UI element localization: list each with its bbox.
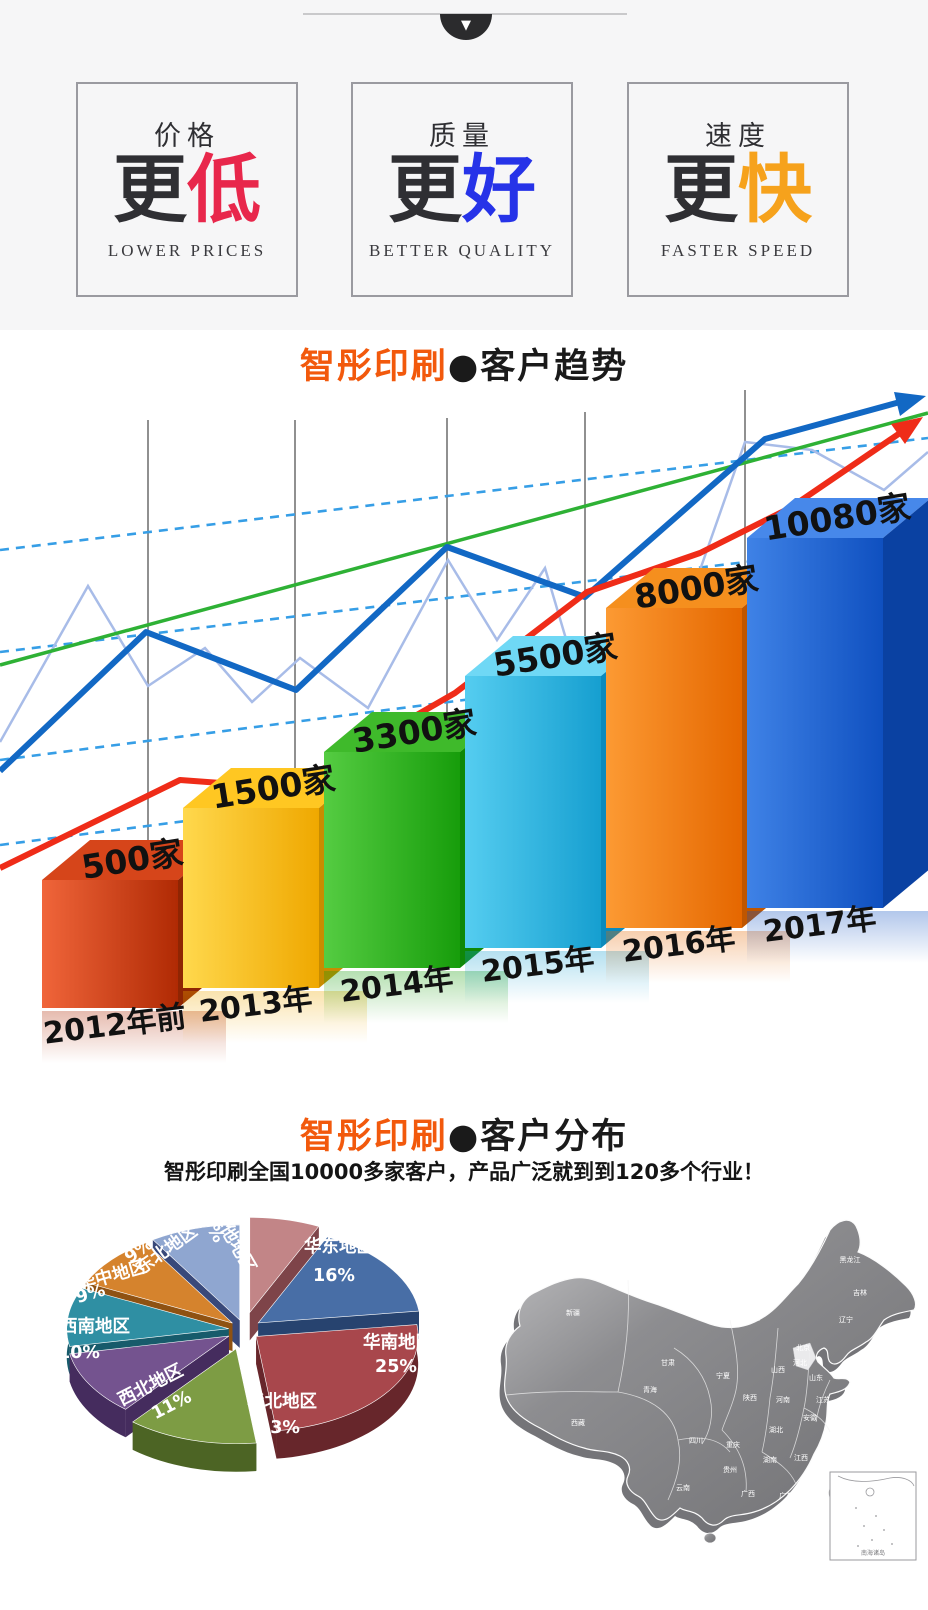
svg-text:重庆: 重庆	[726, 1440, 740, 1449]
headline-accent: 低	[187, 150, 261, 232]
feature-english: LOWER PRICES	[107, 240, 267, 260]
south-sea-inset: 南海诸岛	[829, 1471, 917, 1561]
headline-accent: 快	[738, 150, 812, 232]
blue-arrowhead	[894, 392, 926, 416]
svg-text:青海: 青海	[643, 1385, 657, 1394]
dot-separator: ●	[447, 347, 481, 387]
svg-text:北京: 北京	[796, 1343, 810, 1352]
svg-text:辽宁: 辽宁	[839, 1315, 853, 1324]
svg-text:河南: 河南	[776, 1395, 790, 1404]
headline-prefix: 更	[664, 150, 738, 232]
svg-text:江西: 江西	[794, 1454, 808, 1462]
svg-text:16%: 16%	[313, 1266, 355, 1286]
feature-box-speed: 速度 更快 FASTER SPEED	[627, 82, 849, 297]
svg-text:贵州: 贵州	[723, 1465, 737, 1474]
svg-text:江苏: 江苏	[816, 1395, 830, 1404]
section-title-text: 客户趋势	[480, 347, 629, 387]
dot-separator: ●	[447, 1117, 481, 1157]
svg-text:西藏: 西藏	[571, 1418, 585, 1427]
svg-text:山西: 山西	[771, 1365, 785, 1374]
blue-trend-line	[0, 399, 901, 774]
chevron-down-icon: ▼	[461, 18, 471, 33]
highlighted-province	[792, 1342, 817, 1371]
svg-text:海南: 海南	[743, 1525, 757, 1534]
svg-text:河北: 河北	[793, 1359, 807, 1367]
feature-headline: 更低	[78, 150, 296, 232]
section-title-text: 客户分布	[480, 1117, 629, 1157]
feature-title: 速度	[705, 121, 771, 151]
svg-text:湖北: 湖北	[769, 1425, 783, 1434]
svg-text:福建: 福建	[813, 1465, 827, 1474]
svg-text:四川: 四川	[689, 1437, 703, 1445]
svg-text:黑龙江: 黑龙江	[840, 1255, 861, 1264]
headline-prefix: 更	[388, 150, 462, 232]
feature-english: FASTER SPEED	[660, 240, 816, 260]
headline-accent: 好	[462, 150, 536, 232]
feature-title: 质量	[429, 121, 495, 151]
feature-box-quality: 质量 更好 BETTER QUALITY	[351, 82, 573, 297]
svg-text:新疆: 新疆	[566, 1308, 580, 1317]
distribution-section-title: 智彤印刷●客户分布	[0, 1108, 928, 1159]
pie-slice-华南地区	[255, 1324, 419, 1459]
svg-text:华东地区: 华东地区	[304, 1236, 374, 1257]
svg-text:广西: 广西	[741, 1489, 755, 1498]
feature-english: BETTER QUALITY	[368, 240, 555, 260]
brand-name: 智彤印刷	[299, 347, 448, 387]
brand-name: 智彤印刷	[299, 1117, 448, 1157]
svg-text:浙江: 浙江	[823, 1433, 837, 1442]
trend-bar-chart: 500家2012年前1500家2013年3300家2014年5500家2015年…	[0, 390, 928, 1063]
svg-text:甘肃: 甘肃	[661, 1358, 675, 1367]
bar-2017年	[747, 498, 928, 963]
svg-text:吉林: 吉林	[853, 1288, 867, 1297]
pie-slice-西北地区	[69, 1335, 230, 1438]
svg-text:宁夏: 宁夏	[716, 1371, 730, 1380]
green-trend-line	[0, 411, 928, 667]
svg-text:广东: 广东	[779, 1491, 793, 1500]
bars-3d	[42, 498, 928, 1063]
svg-text:13%: 13%	[258, 1418, 300, 1438]
svg-text:陕西: 陕西	[743, 1393, 757, 1402]
svg-text:南海诸岛: 南海诸岛	[861, 1549, 885, 1557]
svg-text:湖南: 湖南	[763, 1455, 777, 1464]
svg-text:华北地区: 华北地区	[247, 1391, 317, 1412]
scroll-down-indicator: ▼	[440, 14, 492, 40]
svg-text:西南地区: 西南地区	[60, 1316, 130, 1337]
svg-text:10%: 10%	[58, 1343, 100, 1363]
svg-text:山东: 山东	[809, 1373, 823, 1382]
svg-text:云南: 云南	[676, 1483, 690, 1492]
headline-prefix: 更	[113, 150, 187, 232]
feature-headline: 更快	[629, 150, 847, 232]
svg-text:安徽: 安徽	[803, 1413, 817, 1422]
distribution-pie-chart: 其他地区7%华东地区16%华南地区25%华北地区13%西北地区11%西南地区10…	[58, 1206, 433, 1472]
province-borders	[505, 1279, 831, 1501]
hainan-island	[703, 1532, 717, 1544]
svg-text:内蒙古: 内蒙古	[740, 1313, 761, 1322]
red-arrowhead	[891, 417, 923, 444]
feature-headline: 更好	[353, 150, 571, 232]
map-body	[503, 1219, 917, 1526]
feature-title: 价格	[154, 121, 220, 151]
trend-section-title: 智彤印刷●客户趋势	[0, 338, 928, 389]
pie-slice-华北地区	[132, 1348, 257, 1472]
top-banner-section: ▼ 价格 更低 LOWER PRICES 质量 更好 BETTER QUALIT…	[0, 0, 928, 330]
svg-text:华南地区: 华南地区	[363, 1332, 433, 1353]
feature-box-price: 价格 更低 LOWER PRICES	[76, 82, 298, 297]
distribution-subtitle: 智彤印刷全国10000多家客户，产品广泛就到到120多个行业！	[164, 1160, 764, 1184]
svg-text:25%: 25%	[375, 1357, 417, 1377]
